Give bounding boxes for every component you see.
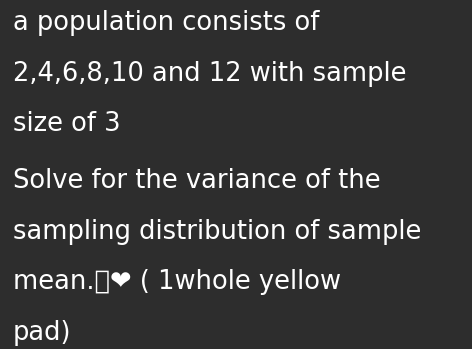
Text: a population consists of: a population consists of xyxy=(13,10,319,36)
Text: mean.🤌❤️ ( 1whole yellow: mean.🤌❤️ ( 1whole yellow xyxy=(13,269,341,295)
Text: pad): pad) xyxy=(13,320,71,346)
Text: size of 3: size of 3 xyxy=(13,111,120,137)
Text: 2,4,6,8,10 and 12 with sample: 2,4,6,8,10 and 12 with sample xyxy=(13,61,406,87)
Text: Solve for the variance of the: Solve for the variance of the xyxy=(13,168,380,194)
Text: sampling distribution of sample: sampling distribution of sample xyxy=(13,219,421,245)
